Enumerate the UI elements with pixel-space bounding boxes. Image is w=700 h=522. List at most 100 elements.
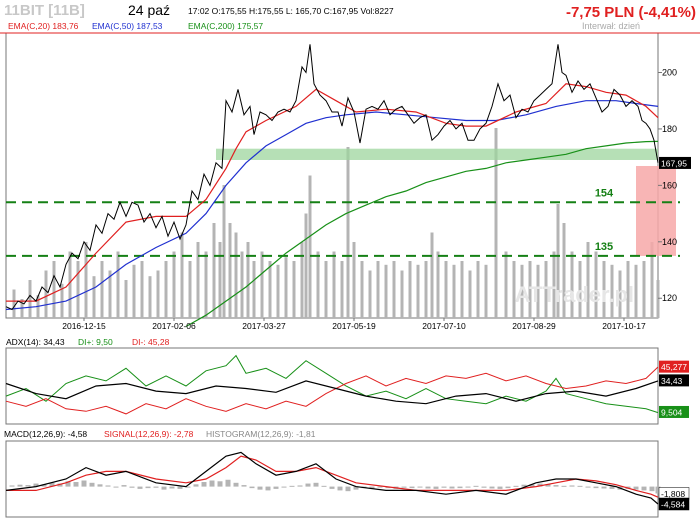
histogram-bar-13 bbox=[113, 486, 119, 488]
volume-bar-60 bbox=[460, 261, 464, 318]
level-label-135: 135 bbox=[595, 241, 613, 253]
histogram-bar-31 bbox=[257, 486, 263, 490]
volume-bar-10 bbox=[92, 276, 96, 318]
histogram-bar-56 bbox=[457, 486, 463, 489]
macd-layer: -1,808-4,584 bbox=[5, 451, 690, 511]
volume-bar-76 bbox=[586, 242, 590, 318]
histogram-bar-30 bbox=[249, 486, 255, 489]
histogram-bar-29 bbox=[241, 485, 247, 487]
di-minus-legend: DI-: 45,28 bbox=[132, 337, 170, 347]
last-price-tag bbox=[659, 156, 691, 169]
watermark: ATTrader.pl bbox=[515, 282, 634, 307]
histogram-bar-63 bbox=[513, 485, 519, 487]
date-tick-label-2017-08-29: 2017-08-29 bbox=[512, 321, 556, 331]
adx-end-tag: 34,43 bbox=[661, 376, 683, 386]
price-layer bbox=[5, 44, 659, 328]
volume-bar-39 bbox=[304, 213, 308, 318]
histogram-bar-67 bbox=[545, 484, 551, 487]
date-x-axis: 2016-12-15 2017-02-06 2017-03-27 2017-05-19… bbox=[62, 318, 646, 331]
volume-bar-34 bbox=[268, 261, 272, 318]
histogram-bar-10 bbox=[89, 482, 95, 487]
volume-bar-80 bbox=[618, 270, 622, 318]
volume-bar-85 bbox=[656, 280, 660, 318]
volume-bar-17 bbox=[148, 276, 152, 318]
adx-line bbox=[5, 380, 659, 405]
volume-bar-72 bbox=[556, 204, 560, 318]
histogram-bar-9 bbox=[81, 480, 87, 487]
support-band bbox=[216, 148, 658, 160]
change-label: -7,75 PLN (-4,41%) bbox=[566, 4, 696, 21]
volume-bar-43 bbox=[332, 251, 336, 318]
volume-bar-7 bbox=[68, 251, 72, 318]
volume-bar-21 bbox=[180, 232, 184, 318]
volume-bar-55 bbox=[424, 261, 428, 318]
volume-bar-57 bbox=[436, 251, 440, 318]
ticker-label: 11BIT [11B] bbox=[4, 2, 85, 19]
histogram-bar-37 bbox=[305, 483, 311, 487]
volume-bar-13 bbox=[116, 251, 120, 318]
histogram-bar-32 bbox=[265, 486, 271, 491]
volume-bar-4 bbox=[44, 270, 48, 318]
histogram-bar-64 bbox=[521, 484, 527, 487]
histogram-bar-3 bbox=[33, 483, 39, 487]
price-tick-label-140: 140 bbox=[662, 237, 677, 247]
volume-bar-75 bbox=[578, 261, 582, 318]
histogram-bar-8 bbox=[73, 482, 79, 487]
histogram-bar-39 bbox=[321, 485, 327, 487]
adx-panel: 45,277 34,43 9,504 ADX(14): 34,43 DI+: 9,5… bbox=[5, 337, 689, 425]
volume-bar-77 bbox=[594, 251, 598, 318]
histogram-bar-25 bbox=[209, 480, 215, 487]
date-tick-label-2017-05-19: 2017-05-19 bbox=[332, 321, 376, 331]
volume-bar-46 bbox=[352, 242, 356, 318]
histogram-bar-16 bbox=[137, 486, 143, 489]
histogram-bar-61 bbox=[497, 486, 503, 489]
price-tick-label-160: 160 bbox=[662, 180, 677, 190]
histogram-bar-17 bbox=[145, 486, 151, 489]
quote-label: 17:02 O:175,55 H:175,55 L: 165,70 C:167,… bbox=[188, 6, 394, 16]
signal-legend: SIGNAL(12,26,9): -2,78 bbox=[104, 429, 194, 439]
volume-bar-56 bbox=[430, 232, 434, 318]
volume-bar-65 bbox=[504, 251, 508, 318]
volume-bar-40 bbox=[308, 175, 312, 318]
volume-bar-28 bbox=[228, 223, 232, 318]
di-plus-end-tag: 9,504 bbox=[661, 407, 683, 417]
ema20-legend: EMA(C,20) 183,76 bbox=[8, 21, 79, 31]
histogram-bar-69 bbox=[561, 485, 567, 487]
histogram-bar-1 bbox=[17, 484, 23, 487]
histogram-bar-71 bbox=[577, 485, 583, 487]
volume-bar-61 bbox=[468, 270, 472, 318]
last-price-label: 167,95 bbox=[661, 158, 687, 168]
volume-bar-82 bbox=[634, 264, 638, 318]
macd-legend: MACD(12,26,9): -4,58 bbox=[4, 429, 87, 439]
histogram-bar-28 bbox=[233, 482, 239, 487]
histogram-bar-62 bbox=[505, 486, 511, 489]
histogram-bar-18 bbox=[153, 486, 159, 488]
histogram-bar-35 bbox=[289, 485, 295, 487]
histogram-bar-74 bbox=[601, 486, 607, 489]
macd-line bbox=[5, 451, 659, 505]
di-plus-end-tag-bg bbox=[659, 405, 689, 418]
ema50-line bbox=[5, 100, 659, 311]
histogram-bar-78 bbox=[633, 486, 639, 490]
histogram-bar-22 bbox=[185, 486, 191, 488]
volume-layer bbox=[12, 128, 660, 318]
histogram-bar-12 bbox=[105, 485, 111, 487]
volume-bar-49 bbox=[376, 261, 380, 318]
histogram-bar-4 bbox=[41, 484, 47, 487]
volume-bar-63 bbox=[484, 264, 488, 318]
volume-bar-32 bbox=[252, 261, 256, 318]
histogram-bar-24 bbox=[201, 482, 207, 487]
histogram-bar-68 bbox=[553, 485, 559, 487]
volume-bar-16 bbox=[140, 261, 144, 318]
price-tick-label-180: 180 bbox=[662, 124, 677, 134]
histogram-bar-0 bbox=[9, 485, 15, 487]
histogram-bar-50 bbox=[409, 486, 415, 489]
volume-bar-12 bbox=[108, 270, 112, 318]
volume-bar-53 bbox=[408, 261, 412, 318]
volume-bar-69 bbox=[536, 264, 540, 318]
price-tick-label-200: 200 bbox=[662, 68, 677, 78]
volume-bar-62 bbox=[476, 261, 480, 318]
level-label-154: 154 bbox=[595, 187, 614, 199]
histogram-bar-23 bbox=[193, 484, 199, 487]
histogram-legend: HISTOGRAM(12,26,9): -1,81 bbox=[206, 429, 316, 439]
